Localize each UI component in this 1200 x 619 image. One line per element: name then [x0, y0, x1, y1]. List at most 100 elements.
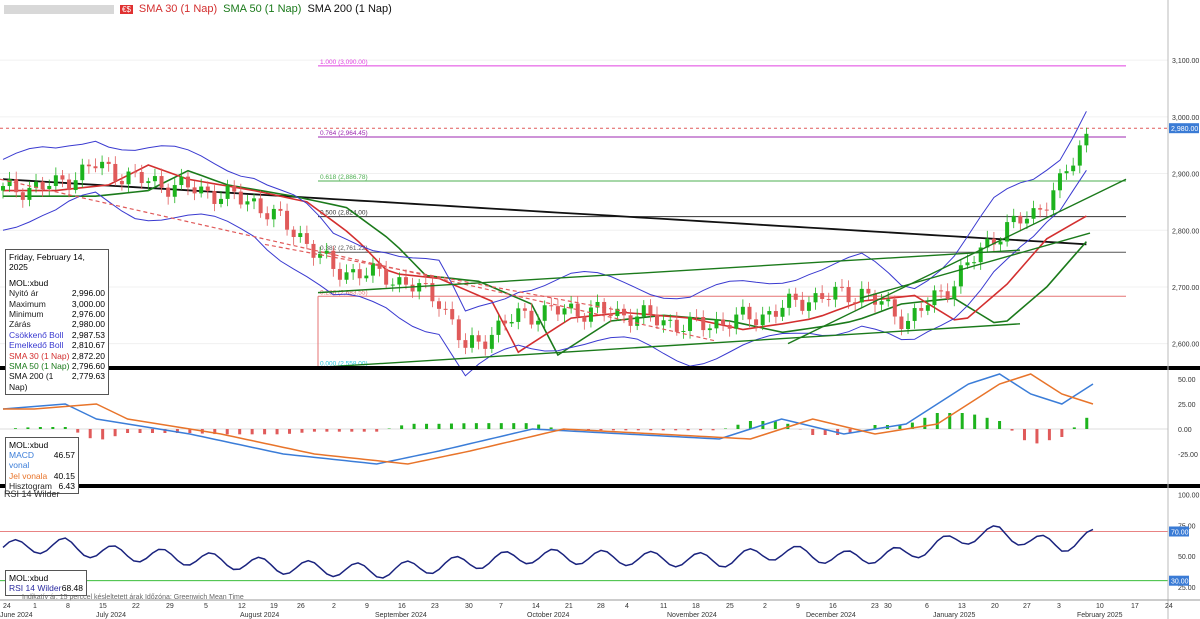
candle-body — [7, 179, 12, 187]
candle-body — [1038, 208, 1043, 210]
candle-body — [450, 309, 455, 320]
candle-body — [958, 265, 963, 287]
candle-body — [496, 320, 501, 335]
candle-body — [100, 161, 105, 169]
macd-histogram-bar — [910, 422, 914, 429]
rsi-tick: 100.00 — [1178, 493, 1200, 500]
trend-lines — [0, 178, 1127, 369]
date-tick: 7 — [499, 603, 503, 610]
info-row: Nyitó ár 2,996.00 — [9, 288, 105, 298]
price-tick: 3,000.00 — [1172, 115, 1199, 122]
date-tick: 22 — [132, 603, 140, 610]
candle-body — [727, 324, 732, 329]
candle-body — [945, 291, 950, 299]
legend-sma200[interactable]: SMA 200 (1 Nap) — [307, 3, 392, 15]
rsi-level-label: 70.00 — [1171, 530, 1189, 537]
price-tick: 3,100.00 — [1172, 58, 1199, 65]
info-row-label: SMA 50 (1 Nap) — [9, 361, 70, 372]
candle-body — [549, 305, 554, 307]
candle-body — [503, 320, 508, 324]
candle-body — [377, 263, 382, 269]
date-tick: 3 — [1057, 603, 1061, 610]
macd-histogram-bar — [425, 423, 429, 429]
panel-separator — [0, 366, 1200, 370]
candle-body — [998, 241, 1003, 245]
candle-body — [1044, 209, 1049, 211]
candle-body — [1011, 215, 1016, 223]
candle-body — [298, 233, 303, 238]
macd-histogram-bar — [973, 414, 977, 429]
candle-body — [403, 277, 408, 285]
info-date: Friday, February 14, 2025 — [9, 252, 85, 273]
macd-tick: 0.00 — [1178, 427, 1192, 434]
candle-body — [688, 316, 693, 331]
current-price-badge — [1169, 123, 1199, 134]
candle-body — [304, 233, 309, 244]
candle-body — [846, 287, 851, 303]
candle-body — [892, 299, 897, 317]
candle-body — [318, 253, 323, 258]
info-row: SMA 200 (1 Nap) 2,779.63 — [9, 371, 105, 392]
candle-body — [707, 328, 712, 331]
candle-body — [470, 335, 475, 348]
candle-body — [747, 306, 752, 320]
candle-body — [265, 213, 270, 220]
macd-info-box: MOL:xbud MACD vonal 46.57 Jel vonala 40.15 H… — [5, 437, 79, 495]
candle-body — [839, 286, 844, 288]
date-tick: 4 — [625, 603, 629, 610]
candle-body — [430, 283, 435, 302]
macd-histogram-bar — [948, 413, 952, 429]
candle-body — [1077, 145, 1082, 166]
candle-body — [1024, 218, 1029, 224]
info-row-value: 2,980.00 — [71, 319, 105, 330]
macd-histogram-bar — [126, 429, 130, 433]
date-tick: 18 — [692, 603, 700, 610]
candle-body — [952, 286, 957, 299]
candle-body — [721, 319, 726, 325]
macd-histogram-bar — [748, 421, 752, 429]
candle-body — [152, 176, 157, 182]
macd-histogram-bar — [985, 417, 989, 429]
legend-sma50[interactable]: SMA 50 (1 Nap) — [223, 3, 302, 15]
rsi-label: RSI 14 Wilder — [9, 583, 62, 594]
candle-body — [853, 302, 858, 304]
macd-histogram-bar — [1035, 429, 1039, 444]
legend-sma30[interactable]: SMA 30 (1 Nap) — [138, 3, 218, 15]
candle-body — [410, 284, 415, 292]
candle-body — [133, 171, 138, 173]
macd-histogram-bar — [549, 427, 553, 429]
candle-body — [569, 303, 574, 309]
date-tick: 16 — [829, 603, 837, 610]
macd-histogram-bar — [923, 417, 927, 429]
candle-body — [694, 316, 699, 318]
candle-body — [1051, 190, 1056, 211]
macd-histogram-bar — [300, 429, 304, 433]
macd-histogram-bar — [636, 429, 640, 431]
down-trendline — [264, 243, 631, 314]
date-tick: 26 — [297, 603, 305, 610]
candle-body — [20, 192, 25, 200]
candle-body — [1, 186, 5, 191]
candle-body — [93, 166, 98, 169]
candle-body — [67, 179, 72, 191]
macd-histogram-bar — [88, 429, 92, 439]
macd-histogram-bar — [26, 427, 30, 429]
candle-body — [331, 250, 336, 269]
rsi-symbol: MOL:xbud — [9, 573, 49, 583]
macd-histogram-bar — [38, 427, 42, 429]
rsi-level-badge — [1169, 575, 1189, 586]
candle-body — [179, 176, 184, 186]
candle-body — [899, 316, 904, 330]
candle-body — [185, 176, 190, 188]
candle-body — [73, 180, 78, 191]
candle-body — [397, 277, 402, 285]
candle-body — [965, 262, 970, 266]
candle-body — [159, 176, 164, 188]
candle-body — [588, 307, 593, 322]
price-indicators — [2, 111, 1088, 377]
info-row-label: Emelkedő Boll — [9, 340, 64, 351]
macd-line — [2, 373, 1094, 465]
info-row-value: 2,779.63 — [71, 371, 105, 382]
